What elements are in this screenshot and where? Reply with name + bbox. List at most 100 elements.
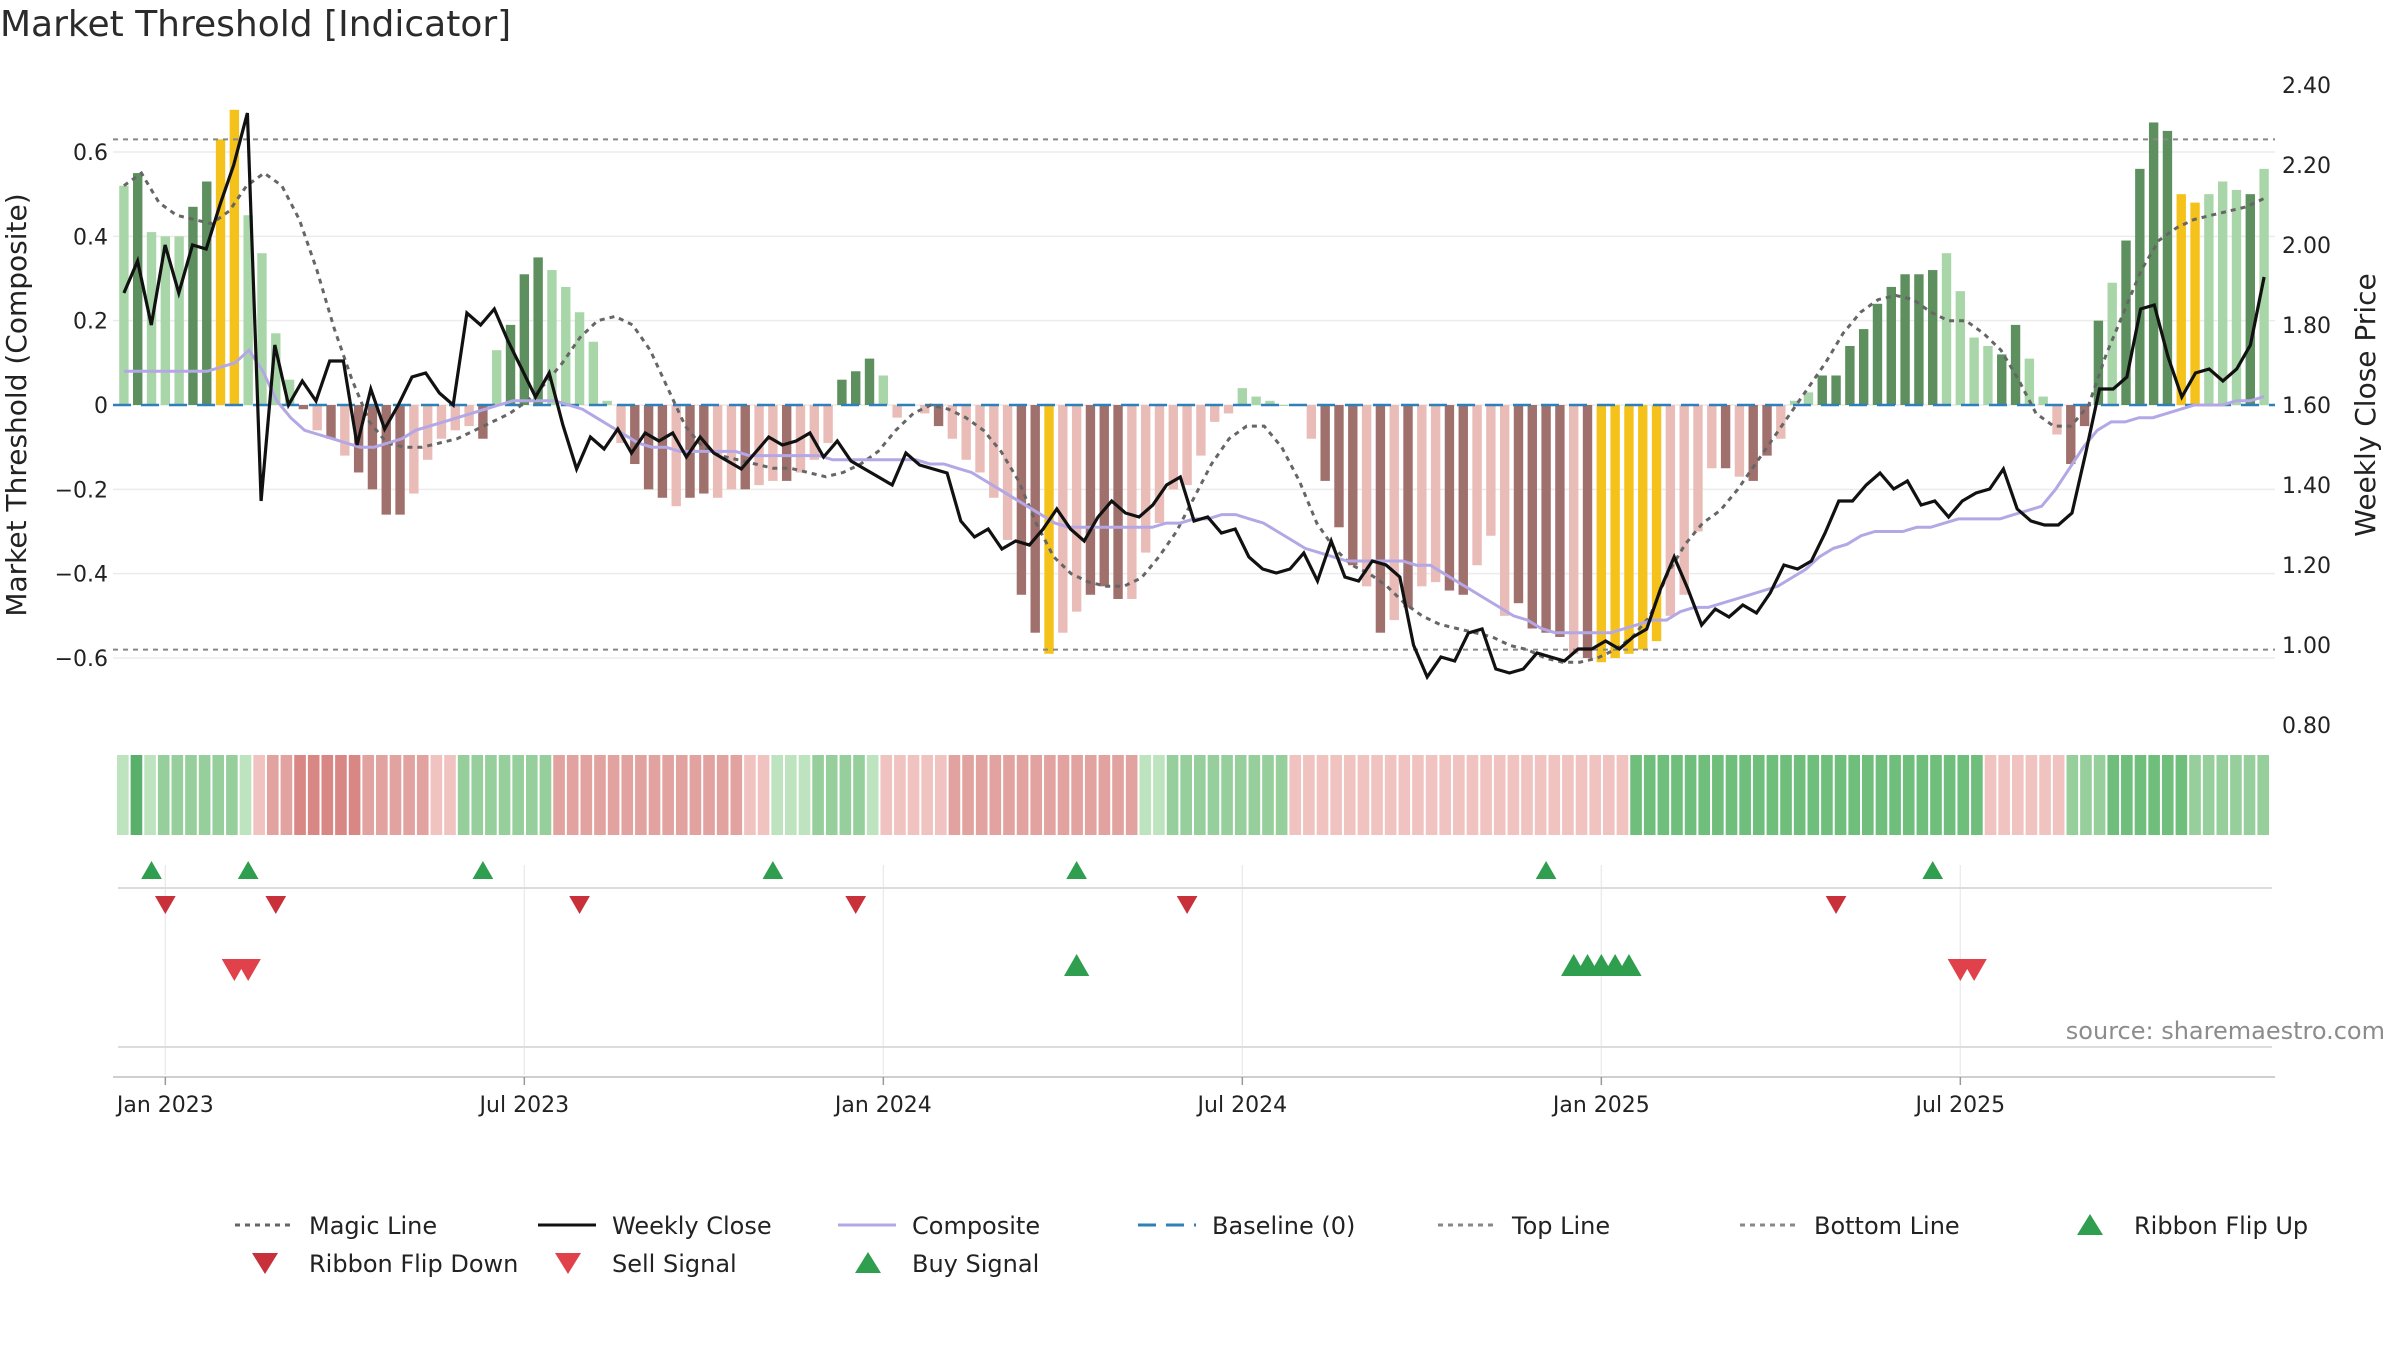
composite-bar — [1099, 405, 1109, 587]
composite-bar — [1251, 396, 1261, 405]
ribbon-flip-down-marker — [1176, 896, 1198, 914]
composite-bar — [2024, 358, 2035, 405]
ribbon-cell — [934, 755, 947, 835]
composite-bar — [726, 405, 737, 490]
composite-bar — [202, 181, 212, 405]
ribbon-cell — [1643, 755, 1656, 835]
composite-bar — [215, 139, 226, 406]
legend: Magic Line Weekly Close Composite Baseline … — [235, 1212, 2308, 1278]
composite-bar — [1196, 405, 1206, 456]
ribbon-cell — [280, 755, 293, 835]
composite-bar — [2121, 240, 2131, 405]
weekly-close-line — [122, 112, 2266, 681]
composite-bar — [1168, 405, 1178, 490]
ribbon-cell — [2230, 755, 2242, 835]
composite-bar — [2052, 405, 2062, 435]
ribbon-cell — [1848, 755, 1861, 835]
composite-bar — [1403, 405, 1413, 608]
right-tick-label: 2.20 — [2282, 154, 2331, 179]
composite-bar — [1472, 405, 1482, 566]
legend-label: Ribbon Flip Down — [309, 1250, 518, 1278]
ribbon-cell — [253, 755, 265, 835]
composite-bar — [478, 405, 488, 439]
composite-bar — [602, 400, 612, 405]
ribbon-flip-up-marker — [1535, 861, 1557, 879]
composite-bar — [2135, 168, 2145, 405]
composite-bar — [395, 405, 405, 515]
ribbon-cell — [416, 755, 429, 835]
composite-bar — [837, 379, 847, 405]
ribbon-cell — [2189, 755, 2201, 835]
ribbon-cell — [1398, 755, 1411, 835]
ribbon-cell — [485, 755, 497, 835]
ribbon-cell — [1194, 755, 1206, 835]
buy-signal-marker — [1616, 954, 1642, 976]
composite-bar — [2148, 122, 2159, 405]
ribbon-cell — [798, 755, 811, 835]
composite-bar — [1458, 405, 1468, 595]
composite-bar — [160, 236, 171, 405]
ribbon-cell — [2121, 755, 2133, 835]
composite-bar — [1914, 274, 1924, 405]
left-tick-label: −0.2 — [55, 478, 108, 503]
ribbon-cell — [348, 755, 361, 835]
ribbon-cell — [444, 755, 456, 835]
composite-bar — [1030, 405, 1040, 633]
composite-bar — [1969, 337, 1979, 405]
composite-bar — [1361, 405, 1372, 587]
right-axis-label: Weekly Close Price — [2349, 273, 2382, 536]
ribbon-cell — [2134, 755, 2147, 835]
ribbon-cell — [580, 755, 593, 835]
composite-bar — [671, 405, 681, 507]
triangle-up-icon — [855, 1252, 881, 1273]
ribbon-cell — [2093, 755, 2106, 835]
composite-bar — [975, 405, 985, 473]
ribbon-cell — [1984, 755, 1997, 835]
composite-bar — [1886, 286, 1896, 405]
ribbon-flip-down-marker — [845, 896, 867, 914]
composite-bar — [561, 286, 571, 405]
composite-bar — [2217, 181, 2228, 405]
buy-signal-marker — [1063, 954, 1090, 976]
ribbon-cell — [1616, 755, 1629, 835]
composite-bar — [381, 405, 391, 515]
composite-bar — [1044, 405, 1054, 654]
ribbon-cell — [1902, 755, 1915, 835]
ribbon-cell — [757, 755, 770, 835]
ribbon-cell — [1466, 755, 1479, 835]
ribbon-cell — [430, 755, 443, 835]
right-tick-label: 0.80 — [2282, 714, 2331, 739]
composite-bar — [1486, 405, 1496, 536]
ribbon-cell — [1957, 755, 1970, 835]
ribbon-cell — [294, 755, 306, 835]
ribbon-cell — [307, 755, 320, 835]
ribbon-cell — [1057, 755, 1070, 835]
composite-bar — [1955, 291, 1966, 405]
composite-bar — [1858, 329, 1869, 405]
left-tick-label: 0.6 — [73, 141, 108, 166]
composite-bar — [1817, 375, 1827, 405]
ribbon-cell — [2216, 755, 2229, 835]
ribbon-cell — [157, 755, 170, 835]
ribbon-cell — [471, 755, 484, 835]
composite-bar — [2093, 320, 2104, 405]
ribbon-cell — [2175, 755, 2188, 835]
legend-item: Baseline (0) — [1138, 1212, 1355, 1240]
composite-bar — [1527, 405, 1537, 629]
ribbon-cell — [1071, 755, 1083, 835]
composite-bar — [1707, 405, 1717, 469]
composite-bar — [284, 379, 295, 405]
ribbon-cell — [1807, 755, 1820, 835]
ribbon-cell — [1780, 755, 1792, 835]
ribbon-cell — [1739, 755, 1751, 835]
ribbon-cell — [512, 755, 524, 835]
ribbon-cell — [1357, 755, 1370, 835]
ribbon-flip-up-marker — [237, 861, 259, 879]
ribbon-cell — [1575, 755, 1588, 835]
legend-label: Sell Signal — [612, 1250, 737, 1278]
ribbon-cell — [566, 755, 579, 835]
composite-bar — [657, 405, 668, 498]
ribbon-cell — [2107, 755, 2120, 835]
composite-bar — [1776, 405, 1786, 439]
ribbon-cell — [1766, 755, 1779, 835]
